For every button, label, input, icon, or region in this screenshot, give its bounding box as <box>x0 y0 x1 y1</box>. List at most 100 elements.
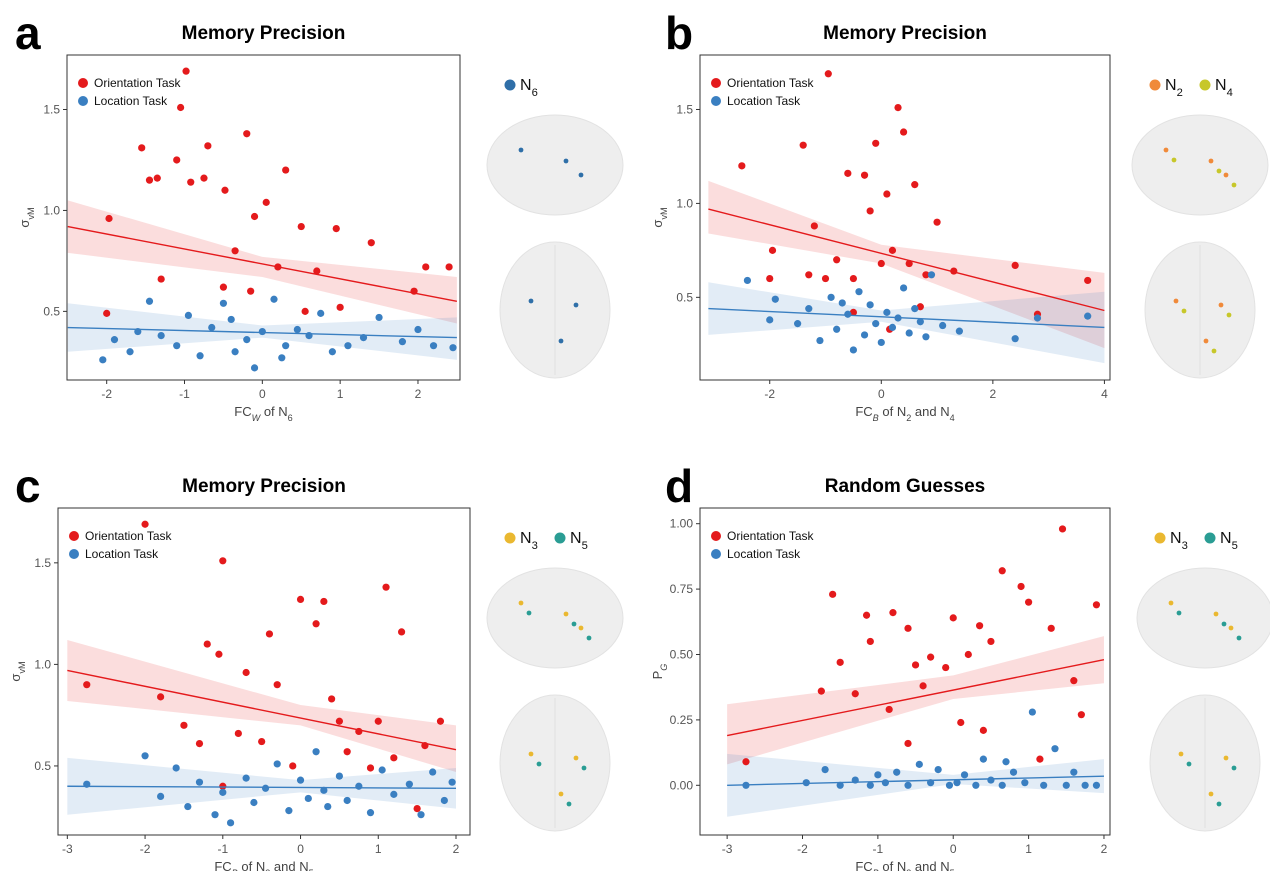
data-point <box>956 328 963 335</box>
data-point <box>382 584 389 591</box>
y-tick-label: 1.0 <box>43 203 60 217</box>
data-point <box>805 271 812 278</box>
data-point <box>872 320 879 327</box>
data-point <box>861 331 868 338</box>
network-node <box>1212 349 1217 354</box>
y-tick-label: 0.25 <box>670 713 694 727</box>
data-point <box>146 177 153 184</box>
data-point <box>904 625 911 632</box>
data-point <box>861 172 868 179</box>
data-point <box>942 664 949 671</box>
data-point <box>1012 262 1019 269</box>
y-tick-label: 0.5 <box>676 290 693 304</box>
data-point <box>1093 601 1100 608</box>
network-node <box>1187 762 1192 767</box>
data-point <box>83 681 90 688</box>
data-point <box>893 769 900 776</box>
network-node <box>1179 752 1184 757</box>
data-point <box>1017 583 1024 590</box>
label-part: 4 <box>950 413 955 423</box>
data-point <box>825 70 832 77</box>
data-point <box>398 628 405 635</box>
data-point <box>904 782 911 789</box>
chart-title: Memory Precision <box>823 23 987 44</box>
data-point <box>399 338 406 345</box>
network-node <box>1169 601 1174 606</box>
y-tick-label: 1.0 <box>676 196 693 210</box>
x-tick-label: 2 <box>453 842 460 856</box>
y-tick-label: 1.5 <box>34 556 51 570</box>
data-point <box>441 797 448 804</box>
data-point <box>976 622 983 629</box>
data-point <box>317 310 324 317</box>
network-node <box>537 762 542 767</box>
network-label: N3 <box>1170 530 1188 552</box>
data-point <box>263 199 270 206</box>
network-node <box>529 299 534 304</box>
network-node <box>1237 636 1242 641</box>
network-node <box>527 611 532 616</box>
data-point <box>912 661 919 668</box>
data-point <box>219 557 226 564</box>
label-part: 4 <box>1227 87 1233 99</box>
data-point <box>146 298 153 305</box>
network-marker <box>1155 533 1166 544</box>
data-point <box>987 638 994 645</box>
data-point <box>337 304 344 311</box>
network-node <box>1227 313 1232 318</box>
legend-marker <box>69 549 79 559</box>
data-point <box>302 308 309 315</box>
data-point <box>259 328 266 335</box>
data-point <box>1063 782 1070 789</box>
network-marker <box>1150 80 1161 91</box>
network-node <box>1219 303 1224 308</box>
data-point <box>355 783 362 790</box>
x-tick-label: 1 <box>375 842 382 856</box>
data-point <box>243 775 250 782</box>
data-point <box>247 288 254 295</box>
data-point <box>278 354 285 361</box>
data-point <box>1036 756 1043 763</box>
data-point <box>367 809 374 816</box>
data-point <box>900 128 907 135</box>
network-label: N5 <box>570 530 588 552</box>
data-point <box>882 779 889 786</box>
data-point <box>855 288 862 295</box>
data-point <box>204 640 211 647</box>
data-point <box>980 727 987 734</box>
data-point <box>980 756 987 763</box>
data-point <box>196 779 203 786</box>
data-point <box>177 104 184 111</box>
data-point <box>867 207 874 214</box>
data-point <box>833 256 840 263</box>
data-point <box>889 324 896 331</box>
data-point <box>816 337 823 344</box>
data-point <box>243 130 250 137</box>
data-point <box>187 179 194 186</box>
network-node <box>564 159 569 164</box>
data-point <box>772 296 779 303</box>
confidence-band <box>727 754 1104 817</box>
label-part: 5 <box>1232 540 1238 552</box>
data-point <box>844 170 851 177</box>
fit-line <box>68 227 457 302</box>
data-point <box>827 294 834 301</box>
data-point <box>744 277 751 284</box>
network-node <box>574 756 579 761</box>
data-point <box>904 740 911 747</box>
label-part: σ <box>8 674 23 682</box>
legend-marker <box>711 549 721 559</box>
data-point <box>274 681 281 688</box>
data-point <box>126 348 133 355</box>
panel: dRandom Guesses-3-2-10120.000.250.500.75… <box>650 460 1270 871</box>
network-label: N6 <box>520 77 538 99</box>
confidence-band <box>727 636 1104 764</box>
data-point <box>844 311 851 318</box>
data-point <box>228 316 235 323</box>
network-node <box>574 303 579 308</box>
data-point <box>1070 677 1077 684</box>
legend-label: Location Task <box>727 547 801 561</box>
data-point <box>333 225 340 232</box>
